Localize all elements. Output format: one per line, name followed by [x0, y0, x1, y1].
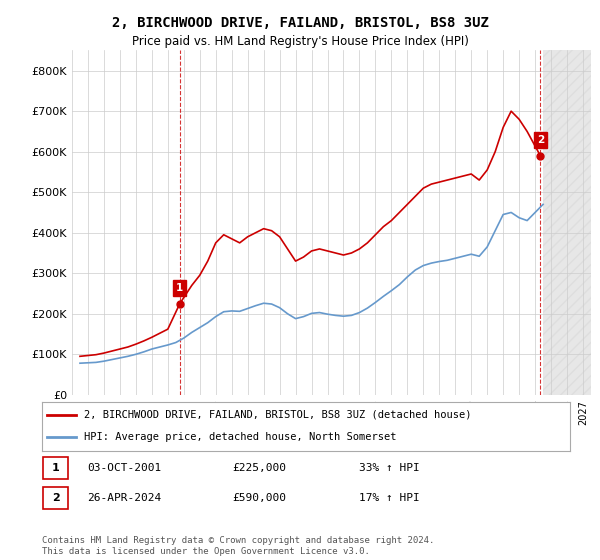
Text: 2: 2 [537, 136, 544, 146]
Bar [543, 50, 591, 395]
Text: 03-OCT-2001: 03-OCT-2001 [87, 463, 161, 473]
Text: 2, BIRCHWOOD DRIVE, FAILAND, BRISTOL, BS8 3UZ: 2, BIRCHWOOD DRIVE, FAILAND, BRISTOL, BS… [112, 16, 488, 30]
Text: 33% ↑ HPI: 33% ↑ HPI [359, 463, 419, 473]
Text: 1: 1 [52, 463, 59, 473]
FancyBboxPatch shape [43, 456, 68, 479]
Text: 26-APR-2024: 26-APR-2024 [87, 493, 161, 503]
Text: 1: 1 [176, 283, 184, 293]
FancyBboxPatch shape [43, 487, 68, 510]
Text: £590,000: £590,000 [232, 493, 286, 503]
Text: 2: 2 [52, 493, 59, 503]
Text: 17% ↑ HPI: 17% ↑ HPI [359, 493, 419, 503]
Text: 2, BIRCHWOOD DRIVE, FAILAND, BRISTOL, BS8 3UZ (detached house): 2, BIRCHWOOD DRIVE, FAILAND, BRISTOL, BS… [84, 410, 472, 420]
Text: Price paid vs. HM Land Registry's House Price Index (HPI): Price paid vs. HM Land Registry's House … [131, 35, 469, 48]
Text: Contains HM Land Registry data © Crown copyright and database right 2024.
This d: Contains HM Land Registry data © Crown c… [42, 536, 434, 556]
Text: HPI: Average price, detached house, North Somerset: HPI: Average price, detached house, Nort… [84, 432, 397, 442]
Text: £225,000: £225,000 [232, 463, 286, 473]
